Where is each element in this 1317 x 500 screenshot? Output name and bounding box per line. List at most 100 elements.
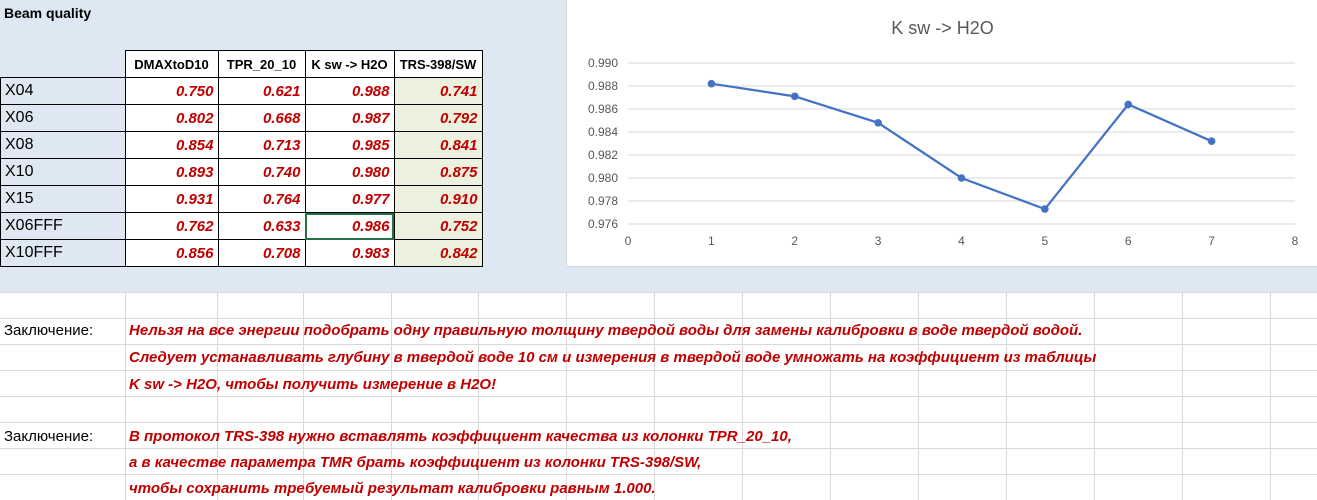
trs-cell[interactable]: 0.752 <box>393 212 483 240</box>
conclusion-line[interactable]: Следует устанавливать глубину в твердой … <box>129 349 1097 366</box>
y-tick-label: 0.986 <box>588 102 618 116</box>
data-point <box>1041 205 1049 213</box>
table-row: X06 0.802 0.668 0.987 0.792 <box>0 104 483 132</box>
col-gridline <box>391 292 392 500</box>
col-gridline <box>830 292 831 500</box>
conclusion-label[interactable]: Заключение: <box>4 322 94 339</box>
ksw-cell[interactable]: 0.980 <box>304 158 395 186</box>
y-tick-label: 0.976 <box>588 217 618 231</box>
sheet-title[interactable]: Beam quality <box>4 5 92 21</box>
x-tick-label: 7 <box>1208 234 1215 248</box>
row-label[interactable]: X06FFF <box>0 212 126 240</box>
ksw-cell[interactable]: 0.985 <box>304 131 395 159</box>
ksw-cell[interactable]: 0.987 <box>304 104 395 132</box>
data-point <box>707 79 716 88</box>
row-gridline <box>0 318 1317 319</box>
table-row: X10FFF 0.856 0.708 0.983 0.842 <box>0 239 483 267</box>
ksw-cell[interactable]: 0.983 <box>304 239 395 267</box>
col-gridline <box>1094 292 1095 500</box>
row-gridline <box>0 292 1317 293</box>
row-gridline <box>0 370 1317 371</box>
row-gridline <box>0 448 1317 449</box>
trs-cell[interactable]: 0.842 <box>393 239 483 267</box>
row-label[interactable]: X04 <box>0 77 126 105</box>
y-tick-label: 0.982 <box>588 148 618 162</box>
col-gridline <box>217 292 218 500</box>
col-gridline <box>303 292 304 500</box>
table-row: X04 0.750 0.621 0.988 0.741 <box>0 77 483 105</box>
tpr-cell[interactable]: 0.740 <box>217 158 306 186</box>
trs-cell[interactable]: 0.910 <box>393 185 483 213</box>
dmax-cell[interactable]: 0.893 <box>124 158 219 186</box>
beam-quality-table: DMAXtoD10 TPR_20_10 K sw -> H2O TRS-398/… <box>0 50 483 267</box>
trs-cell[interactable]: 0.792 <box>393 104 483 132</box>
col-gridline <box>566 292 567 500</box>
dmax-cell[interactable]: 0.931 <box>124 185 219 213</box>
row-label[interactable]: X15 <box>0 185 126 213</box>
row-gridline <box>0 474 1317 475</box>
row-label[interactable]: X06 <box>0 104 126 132</box>
x-tick-label: 5 <box>1042 234 1049 248</box>
dmax-cell[interactable]: 0.762 <box>124 212 219 240</box>
conclusion-line[interactable]: чтобы сохранить требуемый результат кали… <box>129 480 656 497</box>
trs-cell[interactable]: 0.875 <box>393 158 483 186</box>
table-row: X15 0.931 0.764 0.977 0.910 <box>0 185 483 213</box>
ksw-cell-selected[interactable]: 0.986 <box>304 212 395 240</box>
col-gridline <box>1182 292 1183 500</box>
col-gridline <box>742 292 743 500</box>
row-label[interactable]: X10FFF <box>0 239 126 267</box>
row-gridline <box>0 396 1317 397</box>
y-tick-label: 0.988 <box>588 79 618 93</box>
table-row: X10 0.893 0.740 0.980 0.875 <box>0 158 483 186</box>
row-label[interactable]: X08 <box>0 131 126 159</box>
dmax-cell[interactable]: 0.854 <box>124 131 219 159</box>
y-tick-label: 0.984 <box>588 125 618 139</box>
conclusion-line[interactable]: Нельзя на все энергии подобрать одну пра… <box>129 322 1083 339</box>
trs-cell[interactable]: 0.741 <box>393 77 483 105</box>
conclusion-label[interactable]: Заключение: <box>4 428 94 445</box>
dmax-cell[interactable]: 0.750 <box>124 77 219 105</box>
tpr-cell[interactable]: 0.633 <box>217 212 306 240</box>
table-row: X08 0.854 0.713 0.985 0.841 <box>0 131 483 159</box>
tpr-cell[interactable]: 0.621 <box>217 77 306 105</box>
series-line <box>711 82 1213 211</box>
ksw-cell[interactable]: 0.988 <box>304 77 395 105</box>
header-ksw[interactable]: K sw -> H2O <box>304 50 395 78</box>
x-tick-label: 0 <box>625 234 632 248</box>
tpr-cell[interactable]: 0.764 <box>217 185 306 213</box>
data-point <box>790 92 799 101</box>
data-point <box>1207 137 1216 145</box>
tpr-cell[interactable]: 0.708 <box>217 239 306 267</box>
y-tick-label: 0.978 <box>588 194 618 208</box>
col-gridline <box>918 292 919 500</box>
chart-plot-area: 0.976 0.978 0.980 0.982 0.984 0.986 0.988 0.990… <box>588 56 1299 248</box>
data-point <box>957 174 966 182</box>
trs-cell[interactable]: 0.841 <box>393 131 483 159</box>
col-gridline <box>1006 292 1007 500</box>
header-blank-cell[interactable] <box>0 50 126 78</box>
header-dmax[interactable]: DMAXtoD10 <box>124 50 219 78</box>
y-tick-label: 0.980 <box>588 171 618 185</box>
col-gridline <box>654 292 655 500</box>
row-gridline <box>0 422 1317 423</box>
ksw-line-chart[interactable]: K sw -> H2O 0.976 0.978 0.980 0.982 0.984 0.9… <box>566 0 1317 267</box>
conclusion-line[interactable]: В протокол TRS-398 нужно вставлять коэфф… <box>129 428 792 445</box>
chart-title: K sw -> H2O <box>891 18 994 38</box>
dmax-cell[interactable]: 0.802 <box>124 104 219 132</box>
dmax-cell[interactable]: 0.856 <box>124 239 219 267</box>
tpr-cell[interactable]: 0.713 <box>217 131 306 159</box>
x-tick-label: 3 <box>875 234 882 248</box>
table-row: X06FFF 0.762 0.633 0.986 0.752 <box>0 212 483 240</box>
x-tick-label: 8 <box>1292 234 1299 248</box>
col-gridline <box>1270 292 1271 500</box>
x-tick-label: 1 <box>708 234 715 248</box>
ksw-cell[interactable]: 0.977 <box>304 185 395 213</box>
conclusion-line[interactable]: а в качестве параметра TMR брать коэффиц… <box>129 454 702 471</box>
x-tick-label: 2 <box>791 234 798 248</box>
header-tpr[interactable]: TPR_20_10 <box>217 50 306 78</box>
tpr-cell[interactable]: 0.668 <box>217 104 306 132</box>
conclusion-line[interactable]: K sw -> H2O, чтобы получить измерение в … <box>129 376 497 393</box>
header-trs[interactable]: TRS-398/SW <box>393 50 483 78</box>
row-label[interactable]: X10 <box>0 158 126 186</box>
